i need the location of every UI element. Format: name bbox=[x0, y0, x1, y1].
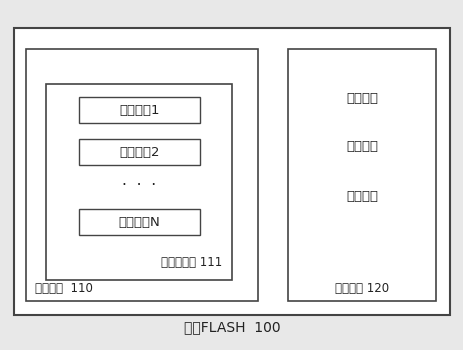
Text: 保护信息: 保护信息 bbox=[345, 189, 377, 203]
Text: 配置信息: 配置信息 bbox=[345, 140, 377, 154]
Bar bbox=[79, 139, 199, 166]
Bar bbox=[79, 209, 199, 235]
Text: 启动程序: 启动程序 bbox=[345, 91, 377, 105]
Bar bbox=[25, 49, 257, 301]
Text: 主存储区  110: 主存储区 110 bbox=[35, 282, 93, 295]
Text: 变量数据2: 变量数据2 bbox=[119, 146, 159, 159]
Bar bbox=[79, 97, 199, 123]
Bar bbox=[46, 84, 232, 280]
Text: 片内FLASH  100: 片内FLASH 100 bbox=[183, 320, 280, 334]
Text: 信息块区 120: 信息块区 120 bbox=[334, 282, 388, 295]
Text: 结构体数组 111: 结构体数组 111 bbox=[161, 257, 222, 270]
Bar bbox=[14, 28, 449, 315]
Text: 变量数据1: 变量数据1 bbox=[119, 104, 159, 117]
Text: 变量数据N: 变量数据N bbox=[118, 216, 160, 229]
Text: ·  ·  ·: · · · bbox=[122, 178, 156, 193]
Bar bbox=[287, 49, 435, 301]
